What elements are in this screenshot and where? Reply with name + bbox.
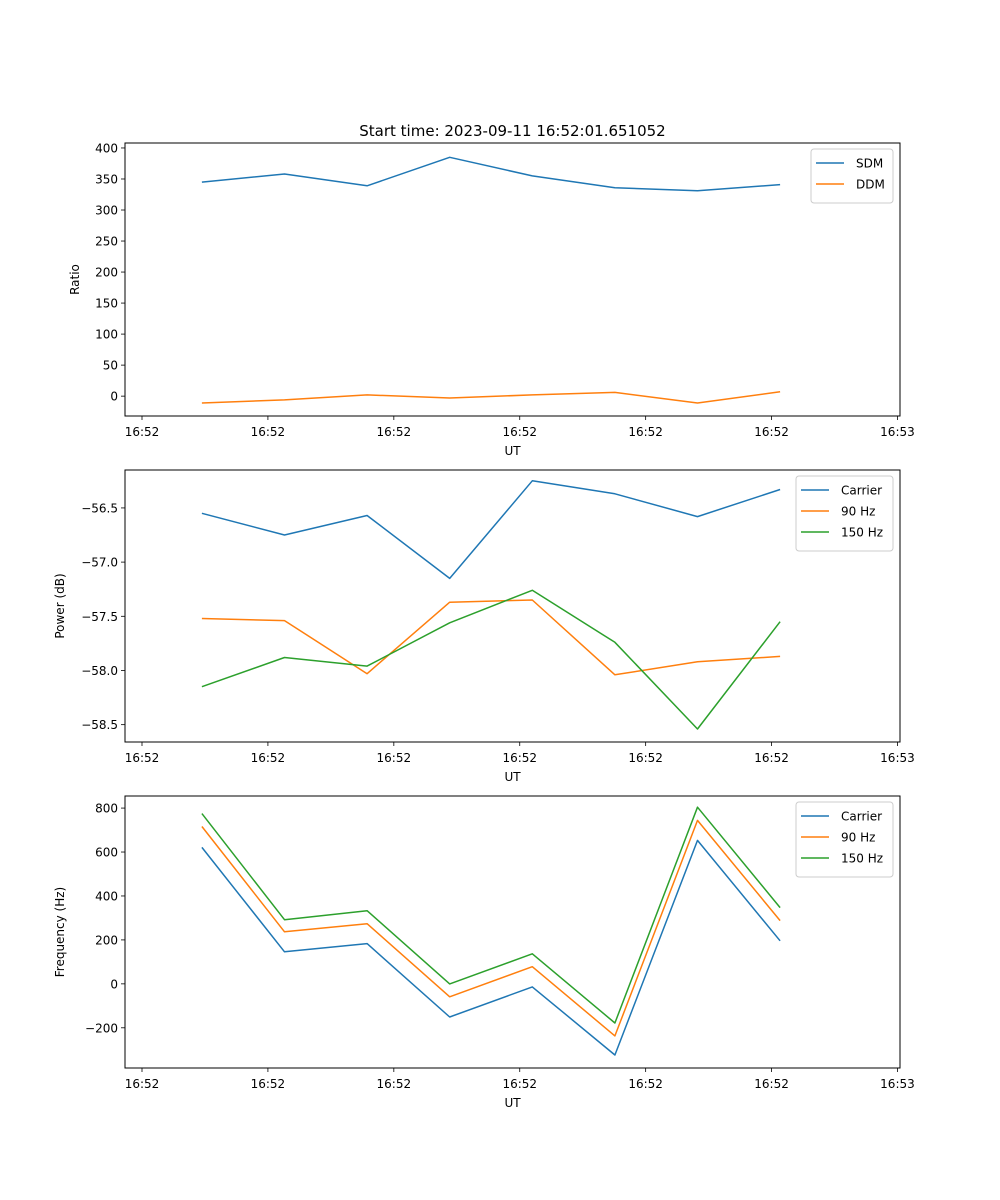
x-tick-label: 16:52 [502, 751, 537, 765]
series-line-90-hz [201, 599, 781, 676]
x-axis-label: UT [504, 770, 521, 784]
x-tick-label: 16:52 [377, 1077, 412, 1091]
x-tick-label: 16:52 [628, 751, 663, 765]
y-tick-label: −58.0 [81, 664, 118, 678]
x-tick-label: 16:52 [251, 751, 286, 765]
y-axis-label: Power (dB) [53, 573, 67, 638]
legend-label-carrier: Carrier [841, 810, 882, 824]
legend-label-sdm: SDM [856, 157, 883, 171]
y-tick-label: −58.5 [81, 718, 118, 732]
y-axis-label: Ratio [68, 264, 82, 295]
y-tick-label: 200 [95, 266, 118, 280]
axes-frame [124, 469, 901, 743]
x-tick-label: 16:52 [251, 1077, 286, 1091]
x-tick-label: 16:53 [880, 1077, 915, 1091]
ratio-axes: 16:52 16:52 16:52 16:52 16:52 16:52 16:53 UT 0 50… [68, 141, 915, 458]
y-tick-label: 200 [95, 933, 118, 947]
x-tick-label: 16:52 [502, 1077, 537, 1091]
x-tick-label: 16:52 [628, 425, 663, 439]
legend-label-90-hz: 90 Hz [841, 505, 875, 519]
y-tick-label: 300 [95, 204, 118, 218]
series-line-150-hz [201, 589, 781, 730]
frequency-axes: 16:52 16:52 16:52 16:52 16:52 16:52 16:53 UT −20… [53, 795, 915, 1110]
y-tick-label: 400 [95, 889, 118, 903]
y-tick-label: 600 [95, 846, 118, 860]
legend-label-150-hz: 150 Hz [841, 526, 883, 540]
y-tick-label: 250 [95, 235, 118, 249]
series-line-150-hz [201, 806, 781, 1024]
series-line-ddm [201, 391, 781, 404]
x-tick-label: 16:52 [628, 1077, 663, 1091]
legend: SDM DDM [810, 148, 894, 204]
y-tick-label: 100 [95, 328, 118, 342]
y-tick-label: 150 [95, 297, 118, 311]
y-tick-label: 400 [95, 141, 118, 155]
figure-title: Start time: 2023-09-11 16:52:01.651052 [359, 122, 665, 140]
power-axes: 16:52 16:52 16:52 16:52 16:52 16:52 16:53 UT −56… [53, 469, 915, 784]
x-tick-label: 16:53 [880, 425, 915, 439]
legend-label-carrier: Carrier [841, 484, 882, 498]
legend: Carrier 90 Hz 150 Hz [795, 801, 894, 878]
series-line-sdm [201, 156, 781, 192]
series-line-90-hz [201, 819, 781, 1037]
y-tick-label: 0 [110, 390, 118, 404]
x-tick-label: 16:52 [502, 425, 537, 439]
x-tick-label: 16:52 [125, 751, 160, 765]
x-tick-label: 16:52 [754, 751, 789, 765]
legend-label-ddm: DDM [856, 178, 885, 192]
y-tick-label: −57.0 [81, 556, 118, 570]
y-tick-label: −56.5 [81, 501, 118, 515]
axes-frame [124, 142, 901, 417]
legend-label-90-hz: 90 Hz [841, 831, 875, 845]
x-tick-label: 16:52 [754, 425, 789, 439]
y-tick-label: 800 [95, 802, 118, 816]
x-tick-label: 16:52 [377, 751, 412, 765]
legend-label-150-hz: 150 Hz [841, 852, 883, 866]
y-tick-label: −200 [85, 1021, 118, 1035]
y-tick-label: 0 [110, 977, 118, 991]
y-tick-label: 50 [103, 359, 118, 373]
x-tick-label: 16:52 [377, 425, 412, 439]
x-tick-label: 16:52 [125, 1077, 160, 1091]
x-tick-label: 16:52 [251, 425, 286, 439]
series-line-carrier [201, 839, 781, 1056]
x-axis-label: UT [504, 1096, 521, 1110]
axes-frame [124, 795, 901, 1069]
legend: Carrier 90 Hz 150 Hz [795, 475, 894, 552]
y-tick-label: −57.5 [81, 610, 118, 624]
x-axis-label: UT [504, 444, 521, 458]
y-tick-label: 350 [95, 172, 118, 186]
series-line-carrier [201, 480, 781, 580]
x-tick-label: 16:52 [754, 1077, 789, 1091]
x-tick-label: 16:53 [880, 751, 915, 765]
x-tick-label: 16:52 [125, 425, 160, 439]
y-axis-label: Frequency (Hz) [53, 887, 67, 978]
